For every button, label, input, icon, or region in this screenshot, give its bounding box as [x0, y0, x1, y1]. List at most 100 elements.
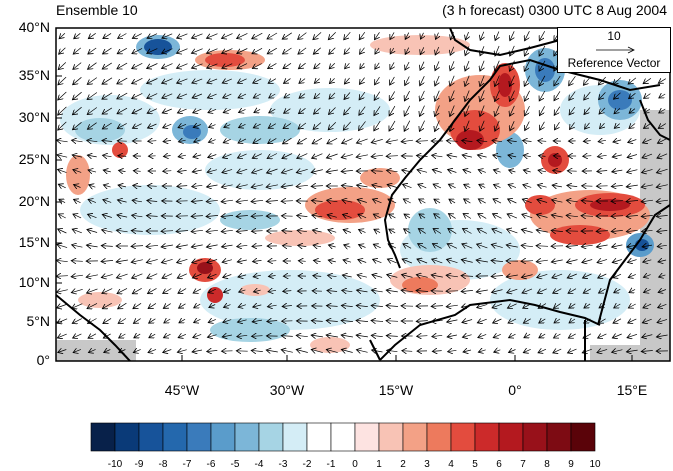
- wind-vector: [223, 109, 231, 112]
- wind-vector: [446, 141, 458, 142]
- wind-vector: [282, 32, 292, 39]
- wind-vector: [72, 318, 82, 324]
- colorbar-swatch: [402, 422, 428, 452]
- wind-vector: [357, 275, 367, 277]
- wind-vector: [404, 229, 411, 233]
- wind-vector: [178, 334, 187, 337]
- wind-vector: [525, 31, 530, 41]
- wind-vector: [446, 305, 458, 307]
- wind-vector: [405, 47, 409, 55]
- wind-vector: [583, 141, 591, 142]
- colorbar-label: 1: [376, 459, 382, 470]
- wind-vector: [102, 122, 112, 129]
- wind-vector: [493, 214, 502, 219]
- wind-vector: [629, 289, 636, 292]
- wind-vector: [237, 245, 248, 246]
- wind-vector: [465, 90, 470, 102]
- wind-vector: [435, 90, 440, 102]
- wind-vector: [373, 199, 382, 203]
- wind-vector: [506, 275, 518, 277]
- wind-vector: [341, 154, 353, 157]
- wind-vector: [507, 304, 517, 308]
- wind-vector: [326, 154, 338, 158]
- wind-vector: [581, 216, 594, 217]
- colorbar-label: 2: [400, 459, 406, 470]
- wind-vector: [358, 260, 367, 263]
- wind-vector: [523, 155, 531, 156]
- wind-vector: [237, 79, 247, 83]
- wind-vector: [553, 304, 561, 309]
- wind-vector: [510, 45, 515, 56]
- wind-vector: [87, 289, 98, 293]
- x-tick-label: 30°W: [269, 382, 305, 398]
- wind-vector: [372, 185, 383, 187]
- wind-vector: [569, 76, 576, 85]
- wind-vector: [448, 170, 457, 173]
- colorbar-swatch: [330, 422, 356, 452]
- wind-vector: [480, 120, 485, 131]
- wind-vector: [389, 91, 396, 100]
- wind-vector: [521, 230, 533, 233]
- wind-vector: [583, 274, 592, 278]
- wind-vector: [207, 48, 218, 54]
- wind-vector: [599, 289, 606, 293]
- wind-vector: [297, 215, 308, 216]
- wind-vector: [570, 122, 575, 130]
- wind-vector: [405, 32, 409, 40]
- wind-vector: [251, 216, 263, 217]
- wind-vector: [327, 291, 338, 292]
- wind-vector: [223, 154, 232, 158]
- wind-vector: [478, 170, 486, 173]
- wind-vector: [568, 289, 577, 294]
- colorbar-label: 3: [424, 459, 430, 470]
- wind-vector: [239, 124, 246, 127]
- wind-vector: [341, 350, 353, 353]
- wind-vector: [268, 63, 277, 68]
- wind-vector: [491, 244, 503, 247]
- map-frame: [55, 27, 671, 362]
- wind-vector: [343, 260, 352, 262]
- wind-vector: [524, 334, 531, 337]
- wind-vector: [447, 244, 458, 249]
- wind-vector: [191, 216, 203, 217]
- wind-vector: [584, 304, 591, 308]
- wind-vector: [656, 169, 668, 173]
- wind-vector: [177, 170, 187, 171]
- wind-vector: [133, 171, 141, 172]
- wind-vector: [418, 244, 427, 249]
- wind-vector: [480, 46, 484, 56]
- wind-vector: [296, 185, 308, 186]
- wind-vector: [252, 336, 263, 337]
- wind-vector: [629, 124, 636, 129]
- wind-vector: [192, 33, 203, 38]
- wind-vector: [163, 304, 171, 309]
- wind-vector: [102, 141, 113, 142]
- wind-vector: [283, 123, 292, 128]
- wind-vector: [314, 62, 321, 69]
- wind-vector: [432, 335, 443, 336]
- wind-vector: [552, 274, 563, 278]
- wind-vector: [495, 60, 500, 72]
- wind-vector: [611, 185, 623, 186]
- wind-vector: [178, 155, 186, 157]
- wind-vector: [252, 32, 263, 39]
- colorbar-swatch: [522, 422, 548, 452]
- wind-vector: [117, 62, 128, 69]
- wind-vector: [448, 350, 457, 351]
- wind-vector: [328, 260, 336, 262]
- wind-vector: [341, 305, 353, 306]
- wind-vector: [297, 230, 307, 231]
- wind-vector: [421, 32, 424, 39]
- wind-vector: [117, 47, 127, 53]
- wind-vector: [342, 138, 353, 144]
- wind-vector: [359, 31, 366, 40]
- wind-vector: [267, 47, 277, 54]
- wind-vector: [401, 140, 413, 142]
- wind-vector: [329, 62, 336, 69]
- wind-vector: [404, 120, 411, 132]
- wind-vector: [267, 305, 277, 307]
- wind-vector: [627, 245, 638, 247]
- wind-vector: [657, 139, 667, 144]
- y-tick-label: 25°N: [18, 151, 50, 167]
- wind-vector: [312, 153, 323, 159]
